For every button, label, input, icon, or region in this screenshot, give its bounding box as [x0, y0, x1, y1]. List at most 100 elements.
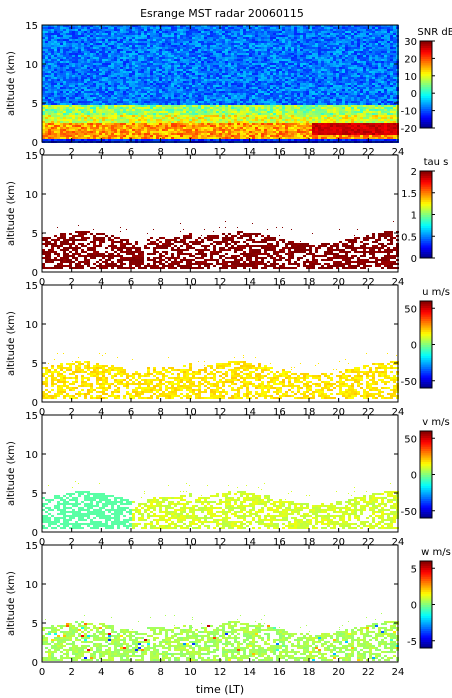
heatmap-cell: [63, 63, 66, 65]
heatmap-cell: [174, 107, 177, 109]
heatmap-cell: [195, 133, 198, 135]
heatmap-cell: [219, 133, 222, 135]
heatmap-cell: [99, 85, 102, 87]
heatmap-cell: [156, 37, 159, 39]
heatmap-cell: [114, 83, 117, 85]
heatmap-cell: [174, 127, 177, 129]
heatmap-cell: [237, 57, 240, 59]
heatmap-cell: [198, 113, 201, 115]
heatmap-cell: [264, 109, 267, 111]
heatmap-cell: [180, 31, 183, 33]
heatmap-cell: [264, 69, 267, 71]
heatmap-cell: [96, 129, 99, 131]
heatmap-cell: [225, 117, 228, 119]
heatmap-cell: [96, 63, 99, 65]
heatmap-cell: [219, 103, 222, 105]
heatmap-cell: [249, 129, 252, 131]
heatmap-cell: [240, 93, 243, 95]
heatmap-cell: [189, 89, 192, 91]
heatmap-cell: [291, 85, 294, 87]
heatmap-cell: [168, 53, 171, 55]
heatmap-cell: [81, 43, 84, 45]
heatmap-cell: [48, 25, 51, 27]
heatmap-cell: [126, 119, 129, 121]
heatmap-cell: [120, 51, 123, 53]
heatmap-cell: [81, 41, 84, 43]
heatmap-cell: [90, 61, 93, 63]
heatmap-cell: [180, 119, 183, 121]
heatmap-cell: [150, 33, 153, 35]
heatmap-cell: [219, 127, 222, 129]
heatmap-cell: [234, 99, 237, 101]
heatmap-cell: [102, 95, 105, 97]
heatmap-cell: [291, 83, 294, 85]
heatmap-cell: [255, 39, 258, 41]
heatmap-cell: [273, 107, 276, 109]
heatmap-cell: [186, 69, 189, 71]
heatmap-cell: [87, 103, 90, 105]
heatmap-cell: [63, 71, 66, 73]
heatmap-cell: [168, 43, 171, 45]
heatmap-cell: [42, 87, 45, 89]
heatmap-cell: [240, 67, 243, 69]
heatmap-cell: [231, 97, 234, 99]
heatmap-cell: [48, 29, 51, 31]
heatmap-cell: [249, 73, 252, 75]
heatmap-cell: [105, 99, 108, 101]
heatmap-cell: [177, 81, 180, 83]
heatmap-cell: [285, 107, 288, 109]
heatmap-cell: [186, 129, 189, 131]
heatmap-cell: [231, 33, 234, 35]
heatmap-cell: [291, 37, 294, 39]
heatmap-cell: [99, 99, 102, 101]
x-axis-label: time (LT): [196, 683, 244, 696]
heatmap-cell: [198, 33, 201, 35]
heatmap-cell: [72, 107, 75, 109]
heatmap-cell: [282, 81, 285, 83]
heatmap-cell: [135, 55, 138, 57]
heatmap-cell: [72, 35, 75, 37]
heatmap-cell: [147, 91, 150, 93]
heatmap-cell: [183, 67, 186, 69]
heatmap-cell: [96, 97, 99, 99]
heatmap-cell: [168, 81, 171, 83]
heatmap-cell: [156, 59, 159, 61]
heatmap-cell: [222, 139, 225, 141]
heatmap-cell: [111, 59, 114, 61]
heatmap-cell: [69, 39, 72, 41]
heatmap-cell: [165, 97, 168, 99]
heatmap-cell: [135, 53, 138, 55]
heatmap-cell: [120, 87, 123, 89]
heatmap-cell: [54, 69, 57, 71]
heatmap-cell: [207, 69, 210, 71]
heatmap-cell: [210, 125, 213, 127]
heatmap-cell: [96, 61, 99, 63]
heatmap-cell: [213, 85, 216, 87]
heatmap-cell: [78, 79, 81, 81]
heatmap-cell: [78, 107, 81, 109]
heatmap-cell: [84, 35, 87, 37]
heatmap-cell: [117, 91, 120, 93]
heatmap-cell: [60, 39, 63, 41]
heatmap-cell: [153, 105, 156, 107]
heatmap-cell: [177, 39, 180, 41]
heatmap-cell: [93, 99, 96, 101]
heatmap-cell: [261, 31, 264, 33]
heatmap-cell: [69, 69, 72, 71]
heatmap-cell: [219, 59, 222, 61]
heatmap-cell: [126, 121, 129, 123]
heatmap-cell: [261, 137, 264, 139]
heatmap-cell: [117, 73, 120, 75]
heatmap-cell: [120, 123, 123, 125]
heatmap-cell: [204, 105, 207, 107]
heatmap-cell: [207, 77, 210, 79]
heatmap-cell: [147, 133, 150, 135]
heatmap-cell: [78, 103, 81, 105]
heatmap-cell: [258, 43, 261, 45]
heatmap-cell: [225, 61, 228, 63]
heatmap-cell: [216, 109, 219, 111]
heatmap-cell: [240, 27, 243, 29]
heatmap-cell: [294, 57, 297, 59]
heatmap-cell: [210, 83, 213, 85]
heatmap-cell: [102, 101, 105, 103]
